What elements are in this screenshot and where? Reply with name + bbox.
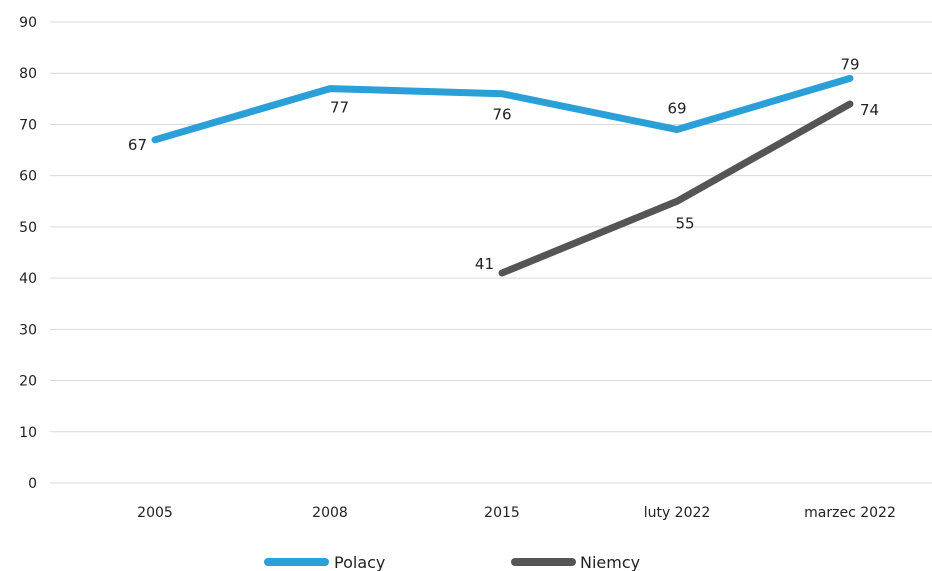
gridlines [50,21,932,484]
y-tick-label-10: 10 [19,425,37,441]
data-label: 67 [128,136,147,154]
y-axis-ticks: 0 10 20 30 40 50 60 70 80 90 [19,15,37,492]
data-label: 77 [330,99,349,117]
legend: Polacy Niemcy [264,553,640,571]
data-label: 76 [492,106,511,124]
y-tick-label-0: 0 [28,476,37,492]
x-tick-label: 2005 [137,505,173,521]
series-lines [151,74,854,277]
data-label: 55 [675,214,694,232]
data-label: 69 [667,100,686,118]
y-tick-label-30: 30 [19,322,37,338]
x-axis-ticks: 2005 2008 2015 luty 2022 marzec 2022 [137,505,896,521]
y-tick-label-50: 50 [19,220,37,236]
y-tick-label-40: 40 [19,271,37,287]
series-line-niemcy [498,100,854,277]
x-tick-label: 2015 [484,505,520,521]
y-tick-label-90: 90 [19,15,37,31]
data-label: 74 [860,101,879,119]
data-label: 79 [840,55,859,73]
legend-label-polacy: Polacy [334,553,385,571]
x-tick-label: 2008 [312,505,348,521]
data-labels: 67 77 76 69 79 41 55 74 [128,55,879,273]
legend-label-niemcy: Niemcy [580,553,640,571]
x-tick-label: marzec 2022 [804,505,896,521]
data-label: 41 [475,255,494,273]
y-tick-label-70: 70 [19,117,37,133]
series-line-polacy [151,74,854,144]
y-tick-label-60: 60 [19,169,37,185]
y-tick-label-80: 80 [19,66,37,82]
x-tick-label: luty 2022 [644,505,711,521]
y-tick-label-20: 20 [19,374,37,390]
